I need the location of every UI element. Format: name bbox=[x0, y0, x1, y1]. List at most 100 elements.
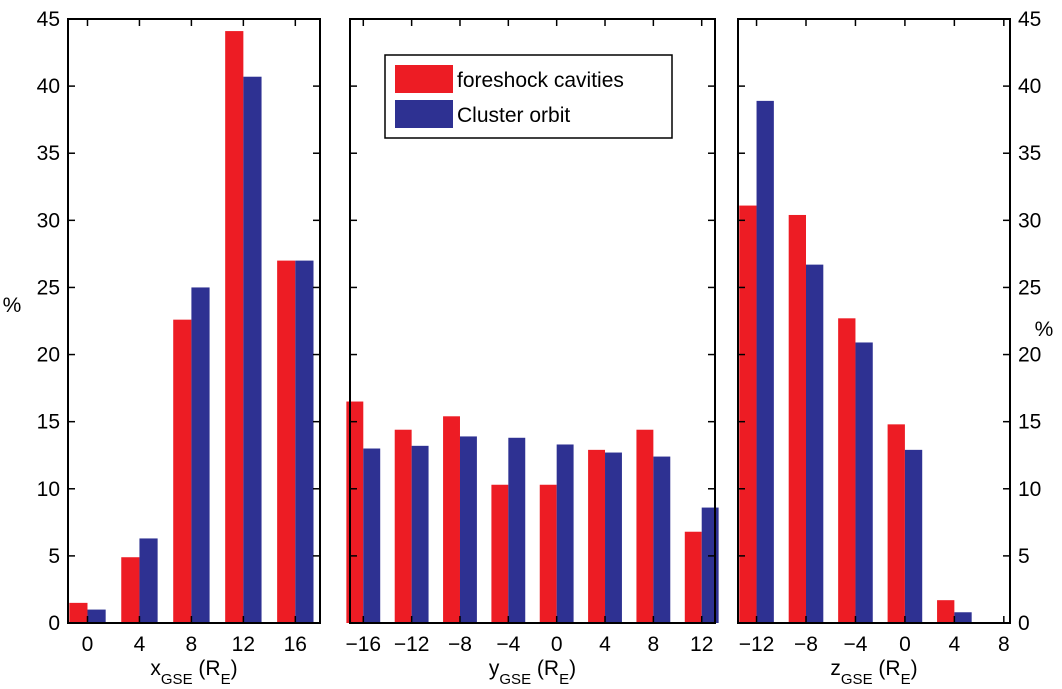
y-tick-label: 20 bbox=[1018, 344, 1041, 367]
x-label-subscript: E bbox=[901, 671, 911, 688]
bar bbox=[838, 318, 856, 623]
x-label-subscript: GSE bbox=[161, 671, 193, 688]
x-label-text: y bbox=[489, 657, 500, 680]
x-tick-label: 12 bbox=[690, 633, 713, 656]
y-tick-label: 5 bbox=[1018, 545, 1030, 568]
y-tick-label: 20 bbox=[37, 344, 60, 367]
bar bbox=[739, 205, 757, 623]
x-tick-label: −16 bbox=[345, 633, 381, 656]
bar bbox=[605, 452, 622, 623]
axes-box bbox=[349, 18, 716, 624]
x-label-subscript: E bbox=[559, 671, 569, 688]
legend-swatch bbox=[395, 100, 453, 128]
x-label-text: (R bbox=[873, 657, 901, 680]
x-tick-label: 16 bbox=[284, 633, 307, 656]
bar bbox=[87, 609, 106, 623]
bar bbox=[636, 429, 654, 623]
bar bbox=[556, 444, 574, 623]
x-tick-label: 0 bbox=[899, 633, 911, 656]
y-tick-label: 35 bbox=[1018, 142, 1041, 165]
x-tick-label: 4 bbox=[599, 633, 611, 656]
bar bbox=[806, 264, 824, 623]
bar bbox=[121, 557, 140, 623]
bar bbox=[411, 445, 429, 623]
x-label-subscript: E bbox=[221, 671, 231, 688]
x-axis-label: xGSE (RE) bbox=[150, 657, 237, 688]
y-tick-label: 15 bbox=[1018, 411, 1041, 434]
bar bbox=[887, 424, 905, 623]
y-tick-label: 0 bbox=[48, 612, 60, 635]
bar bbox=[937, 600, 955, 623]
y-tick-label: 45 bbox=[1018, 8, 1041, 31]
bar bbox=[701, 507, 719, 623]
bar bbox=[243, 76, 262, 623]
x-tick-label: 12 bbox=[232, 633, 255, 656]
bar bbox=[295, 260, 314, 623]
y-tick-label: 10 bbox=[37, 478, 60, 501]
x-tick-label: 4 bbox=[949, 633, 961, 656]
x-label-text: x bbox=[150, 657, 161, 680]
bar bbox=[508, 437, 526, 623]
bar bbox=[588, 449, 606, 623]
bar bbox=[788, 214, 806, 623]
x-tick-label: 8 bbox=[998, 633, 1010, 656]
x-axis-label: zGSE (RE) bbox=[830, 657, 917, 688]
y-tick-label: 35 bbox=[37, 142, 60, 165]
y-tick-label: 30 bbox=[1018, 209, 1041, 232]
bar bbox=[139, 538, 158, 623]
x-label-text: (R bbox=[193, 657, 221, 680]
bar bbox=[277, 260, 296, 623]
bar bbox=[684, 531, 702, 623]
x-label-text: (R bbox=[531, 657, 559, 680]
legend-swatch bbox=[395, 65, 453, 93]
legend-label: foreshock cavities bbox=[457, 69, 624, 92]
legend-label: Cluster orbit bbox=[457, 104, 570, 127]
y-axis-label: % bbox=[1035, 318, 1054, 341]
axes-box bbox=[737, 18, 1011, 624]
x-tick-label: −4 bbox=[496, 633, 520, 656]
x-tick-label: −12 bbox=[394, 633, 430, 656]
bar bbox=[443, 416, 460, 623]
bar bbox=[69, 602, 88, 623]
y-tick-label: 0 bbox=[1018, 612, 1030, 635]
x-label-subscript: GSE bbox=[499, 671, 531, 688]
bar bbox=[346, 401, 364, 623]
bar bbox=[394, 429, 412, 623]
bar bbox=[954, 612, 972, 623]
bar bbox=[191, 287, 210, 623]
y-tick-label: 15 bbox=[37, 411, 60, 434]
y-tick-label: 45 bbox=[37, 8, 60, 31]
bar bbox=[491, 484, 509, 623]
x-tick-label: 8 bbox=[186, 633, 198, 656]
x-tick-label: −12 bbox=[739, 633, 775, 656]
x-tick-label: 4 bbox=[134, 633, 146, 656]
x-label-text: ) bbox=[569, 657, 576, 680]
y-tick-label: 40 bbox=[1018, 75, 1041, 98]
y-tick-label: 25 bbox=[1018, 276, 1041, 299]
bar bbox=[756, 100, 774, 624]
x-label-text: z bbox=[830, 657, 841, 680]
bar bbox=[904, 449, 923, 623]
x-label-text: ) bbox=[911, 657, 918, 680]
y-tick-label: 25 bbox=[37, 276, 60, 299]
y-tick-label: 30 bbox=[37, 209, 60, 232]
bar bbox=[173, 319, 192, 623]
bar bbox=[225, 31, 244, 623]
axes-box bbox=[67, 18, 321, 624]
x-axis-label: yGSE (RE) bbox=[489, 657, 576, 688]
x-label-subscript: GSE bbox=[841, 671, 873, 688]
y-tick-label: 10 bbox=[1018, 478, 1041, 501]
x-tick-label: 0 bbox=[82, 633, 94, 656]
x-tick-label: 0 bbox=[551, 633, 563, 656]
bar bbox=[363, 448, 381, 623]
y-axis-label: % bbox=[3, 294, 22, 317]
x-tick-label: −8 bbox=[794, 633, 818, 656]
x-label-text: ) bbox=[231, 657, 238, 680]
bar bbox=[459, 436, 477, 623]
bar bbox=[855, 342, 873, 623]
x-tick-label: −4 bbox=[843, 633, 867, 656]
y-tick-label: 5 bbox=[48, 545, 60, 568]
y-tick-label: 40 bbox=[37, 75, 60, 98]
bar bbox=[653, 456, 671, 623]
